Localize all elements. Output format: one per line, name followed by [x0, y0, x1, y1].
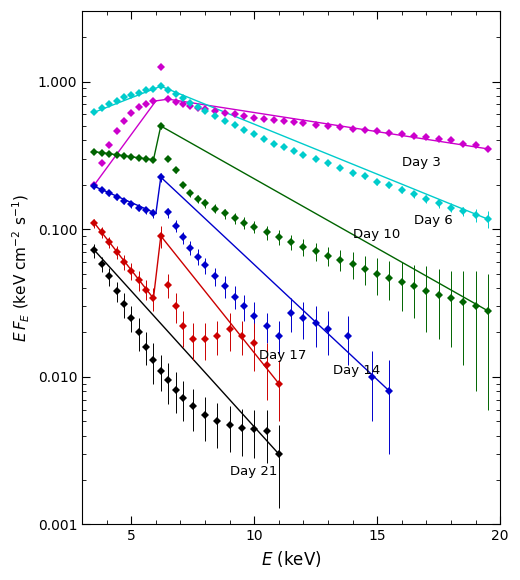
Text: Day 6: Day 6: [414, 214, 453, 227]
Text: Day 10: Day 10: [353, 228, 400, 241]
Y-axis label: $E\,F_E\ \mathrm{(keV\ cm^{-2}\ s^{-1})}$: $E\,F_E\ \mathrm{(keV\ cm^{-2}\ s^{-1})}…: [11, 194, 32, 342]
Text: Day 17: Day 17: [259, 349, 307, 362]
Text: Day 21: Day 21: [230, 465, 277, 477]
Text: Day 14: Day 14: [333, 364, 380, 377]
X-axis label: $E$ (keV): $E$ (keV): [261, 549, 321, 569]
Text: Day 3: Day 3: [402, 155, 440, 169]
